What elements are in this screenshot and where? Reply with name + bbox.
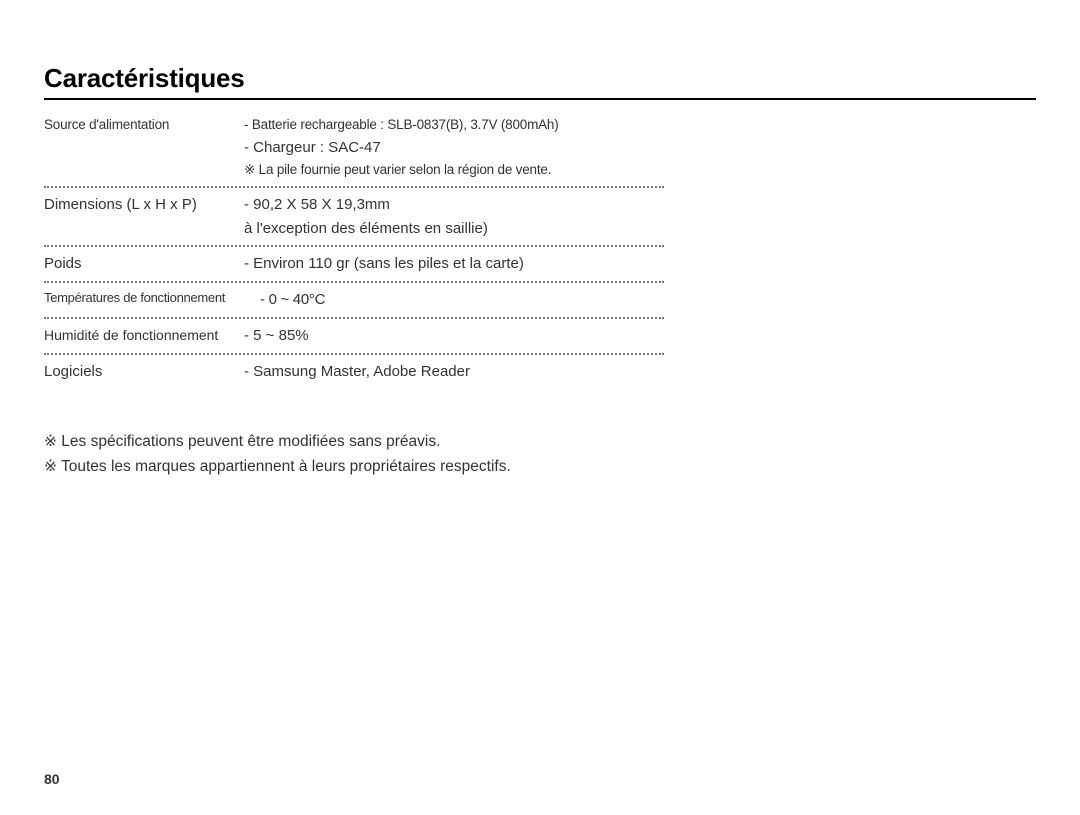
spec-row-optemp: Températures de fonctionnement - 0 ~ 40°…: [44, 288, 664, 312]
note-line-1: ※ Les spécifications peuvent être modifi…: [44, 431, 1036, 453]
spec-value-software: - Samsung Master, Adobe Reader: [244, 361, 664, 383]
spec-value-power-1: - Batterie rechargeable : SLB-0837(B), 3…: [244, 115, 664, 135]
spec-row-weight: Poids - Environ 110 gr (sans les piles e…: [44, 252, 664, 276]
specifications-section: Source d'alimentation - Batterie recharg…: [44, 114, 664, 383]
separator: [44, 281, 664, 283]
spec-value-humidity: - 5 ~ 85%: [244, 325, 664, 347]
separator: [44, 245, 664, 247]
spec-row-humidity: Humidité de fonctionnement - 5 ~ 85%: [44, 324, 664, 348]
spec-label-power: Source d'alimentation: [44, 115, 244, 135]
spec-row-power: Source d'alimentation - Batterie recharg…: [44, 114, 664, 136]
spec-label-weight: Poids: [44, 253, 244, 275]
spec-label-humidity: Humidité de fonctionnement: [44, 325, 244, 345]
spec-row-power-note: ※ La pile fournie peut varier selon la r…: [44, 159, 664, 181]
separator: [44, 353, 664, 355]
spec-value-dimensions-2: à l'exception des éléments en saillie): [244, 218, 664, 240]
page-number: 80: [44, 771, 60, 787]
note-line-2: ※ Toutes les marques appartiennent à leu…: [44, 456, 1036, 478]
spec-label-software: Logiciels: [44, 361, 244, 383]
separator: [44, 186, 664, 188]
notes-section: ※ Les spécifications peuvent être modifi…: [44, 431, 1036, 478]
spec-value-optemp: - 0 ~ 40°C: [260, 289, 664, 311]
spec-label-dimensions: Dimensions (L x H x P): [44, 194, 244, 216]
spec-row-dimensions: Dimensions (L x H x P) - 90,2 X 58 X 19,…: [44, 193, 664, 217]
spec-value-power-2: - Chargeur : SAC-47: [244, 137, 664, 159]
page-title: Caractéristiques: [44, 63, 1036, 100]
spec-value-weight: - Environ 110 gr (sans les piles et la c…: [244, 253, 664, 275]
spec-value-dimensions-1: - 90,2 X 58 X 19,3mm: [244, 194, 664, 216]
spec-value-power-note: ※ La pile fournie peut varier selon la r…: [244, 160, 664, 180]
separator: [44, 317, 664, 319]
spec-row-power-2: - Chargeur : SAC-47: [44, 136, 664, 160]
spec-row-dimensions-2: à l'exception des éléments en saillie): [44, 217, 664, 241]
spec-label-optemp: Températures de fonctionnement: [44, 289, 260, 308]
spec-row-software: Logiciels - Samsung Master, Adobe Reader: [44, 360, 664, 384]
